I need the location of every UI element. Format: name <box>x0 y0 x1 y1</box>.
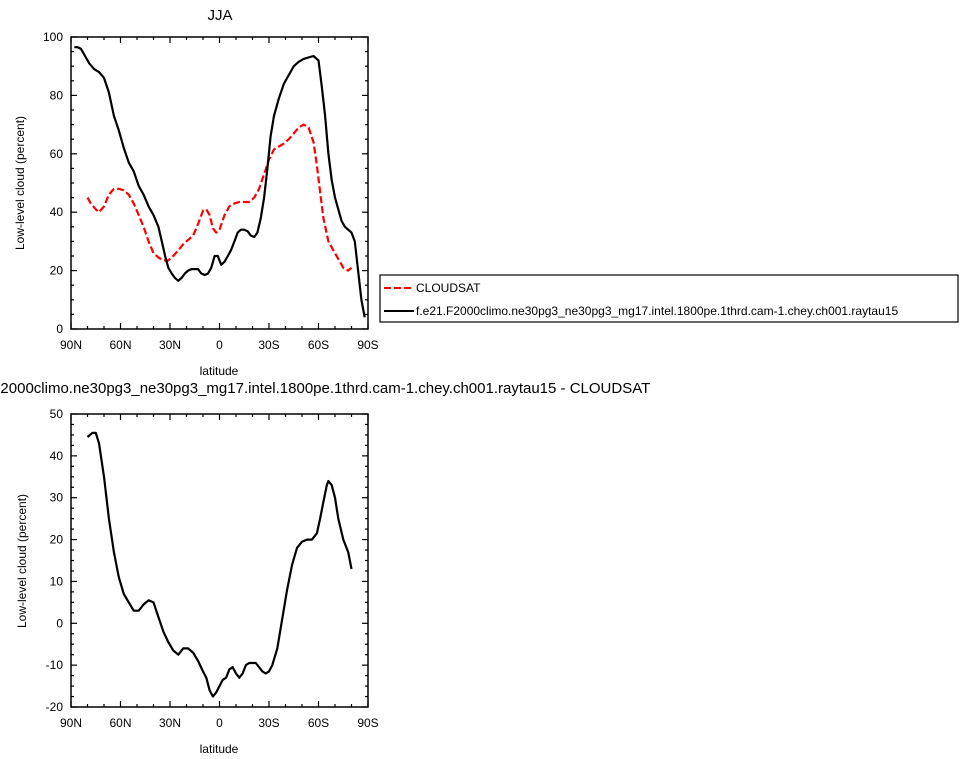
plot-area <box>74 46 366 318</box>
y-tick-label: 80 <box>50 88 64 102</box>
x-tick-label: 30N <box>159 338 181 352</box>
x-tick-label: 30S <box>258 716 279 730</box>
y-tick-label: 10 <box>50 574 64 588</box>
y-tick-label: 0 <box>56 616 63 630</box>
x-axis-label: latitude <box>200 742 239 756</box>
x-tick-label: 60S <box>308 716 329 730</box>
y-tick-label: 40 <box>50 205 64 219</box>
x-tick-label: 90N <box>60 716 82 730</box>
x-tick-label: 60N <box>109 338 131 352</box>
y-axis-label: Low-level cloud (percent) <box>15 494 29 628</box>
y-tick-label: 50 <box>50 407 64 421</box>
x-tick-label: 0 <box>216 716 223 730</box>
y-tick-label: 40 <box>50 449 64 463</box>
y-tick-label: 100 <box>43 30 63 44</box>
x-tick-label: 30N <box>159 716 181 730</box>
series-line-0 <box>86 431 353 698</box>
x-tick-label: 60N <box>109 716 131 730</box>
y-tick-label: 0 <box>56 322 63 336</box>
chart-title: JJA <box>207 7 232 24</box>
legend-label-model: f.e21.F2000climo.ne30pg3_ne30pg3_mg17.in… <box>416 304 898 318</box>
series-line-0 <box>86 123 353 272</box>
x-tick-label: 0 <box>216 338 223 352</box>
chart-jja: JJA Low-level cloud (percent) latitude 9… <box>13 7 379 378</box>
x-tick-label: 90S <box>357 716 378 730</box>
x-tick-label: 30S <box>258 338 279 352</box>
plot-area <box>86 431 353 698</box>
y-tick-label: -20 <box>46 700 64 714</box>
series-line-1 <box>74 46 366 318</box>
x-tick-label: 90N <box>60 338 82 352</box>
y-tick-label: 60 <box>50 147 64 161</box>
legend: CLOUDSAT f.e21.F2000climo.ne30pg3_ne30pg… <box>379 274 959 323</box>
legend-box <box>379 274 959 323</box>
chart-difference: f.e21.F2000climo.ne30pg3_ne30pg3_mg17.in… <box>0 380 650 756</box>
x-tick-label: 60S <box>308 338 329 352</box>
y-tick-label: -10 <box>46 658 64 672</box>
x-axis-label: latitude <box>200 364 239 378</box>
x-tick-label: 90S <box>357 338 378 352</box>
legend-label-cloudsat: CLOUDSAT <box>416 281 481 295</box>
y-tick-label: 30 <box>50 491 64 505</box>
y-axis-label: Low-level cloud (percent) <box>13 116 27 250</box>
y-tick-label: 20 <box>50 533 64 547</box>
chart-title: f.e21.F2000climo.ne30pg3_ne30pg3_mg17.in… <box>0 380 650 397</box>
y-tick-label: 20 <box>50 264 64 278</box>
plot-frame <box>70 36 369 330</box>
